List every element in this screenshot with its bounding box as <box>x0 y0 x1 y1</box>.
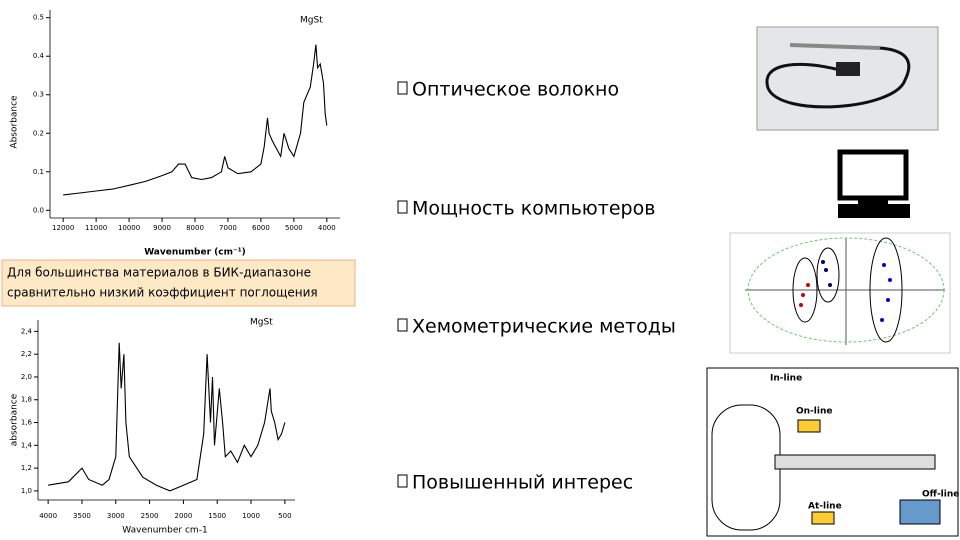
y-tick-label: 1,6 <box>21 419 33 427</box>
x-tick-label: 10000 <box>118 224 140 232</box>
x-tick-label: 11000 <box>85 224 107 232</box>
y-tick-label: 0.1 <box>33 168 44 176</box>
y-tick-label: 2,2 <box>21 350 32 358</box>
spectrum-line <box>63 44 328 196</box>
x-tick-label: 3000 <box>107 512 125 520</box>
x-tick-label: 8000 <box>186 224 204 232</box>
process-diagram: In-line On-line At-line Off-line <box>706 367 959 537</box>
x-tick-label: 2000 <box>174 512 192 520</box>
x-tick-label: 2500 <box>141 512 159 520</box>
x-tick-label: 3500 <box>73 512 91 520</box>
bullet: Повышенный интерес <box>412 472 633 494</box>
y-tick-label: 1,2 <box>21 464 32 472</box>
chart-title: MgSt <box>250 318 273 328</box>
bullet: Мощность компьютеров <box>412 198 655 220</box>
y-tick-label: 0.0 <box>33 206 44 214</box>
callout-text: Для большинства материалов в БИК-диапазо… <box>7 266 311 280</box>
x-tick-label: 4000 <box>318 224 336 232</box>
y-tick-label: 1,4 <box>21 441 33 449</box>
bullet: Оптическое волокно <box>412 79 619 101</box>
x-tick-label: 1500 <box>208 512 226 520</box>
callout-text: сравнительно низкий коэффициент поглощен… <box>7 286 318 300</box>
y-tick-label: 0.2 <box>33 129 44 137</box>
diagram-label: Off-line <box>922 490 959 500</box>
y-tick-label: 0.5 <box>33 14 44 22</box>
bullet-icon <box>397 200 408 214</box>
x-tick-label: 7000 <box>219 224 237 232</box>
bullet-icon <box>397 81 408 95</box>
diagram-label: At-line <box>808 502 842 512</box>
x-tick-label: 4000 <box>39 512 57 520</box>
y-tick-label: 2,0 <box>21 373 32 381</box>
x-tick-label: 6000 <box>252 224 270 232</box>
pca-plot <box>729 232 951 354</box>
diagram-label: In-line <box>770 374 802 384</box>
x-tick-label: 12000 <box>52 224 74 232</box>
y-axis-label: absorbance <box>10 393 20 446</box>
y-tick-label: 0.3 <box>33 91 44 99</box>
bullet: Хемометрические методы <box>412 316 676 338</box>
chart-title: MgSt <box>300 16 323 26</box>
fiber-photo <box>756 26 939 131</box>
x-tick-label: 5000 <box>285 224 303 232</box>
bullet-icon <box>397 474 408 488</box>
spectrum-line <box>48 342 286 492</box>
y-tick-label: 0.4 <box>33 52 45 60</box>
x-tick-label: 9000 <box>153 224 171 232</box>
x-tick-label: 1000 <box>242 512 260 520</box>
y-tick-label: 1,0 <box>21 487 32 495</box>
x-axis-label: Wavenumber cm-1 <box>122 526 207 536</box>
computer-icon <box>837 149 910 218</box>
x-axis-label: Wavenumber (cm⁻¹) <box>144 248 246 258</box>
diagram-label: On-line <box>796 407 832 417</box>
y-axis-label: Absorbance <box>10 95 20 149</box>
bullet-icon <box>397 318 408 332</box>
y-tick-label: 2,4 <box>21 327 33 335</box>
x-tick-label: 500 <box>278 512 291 520</box>
y-tick-label: 1,8 <box>21 396 32 404</box>
callout-box <box>1 259 356 307</box>
